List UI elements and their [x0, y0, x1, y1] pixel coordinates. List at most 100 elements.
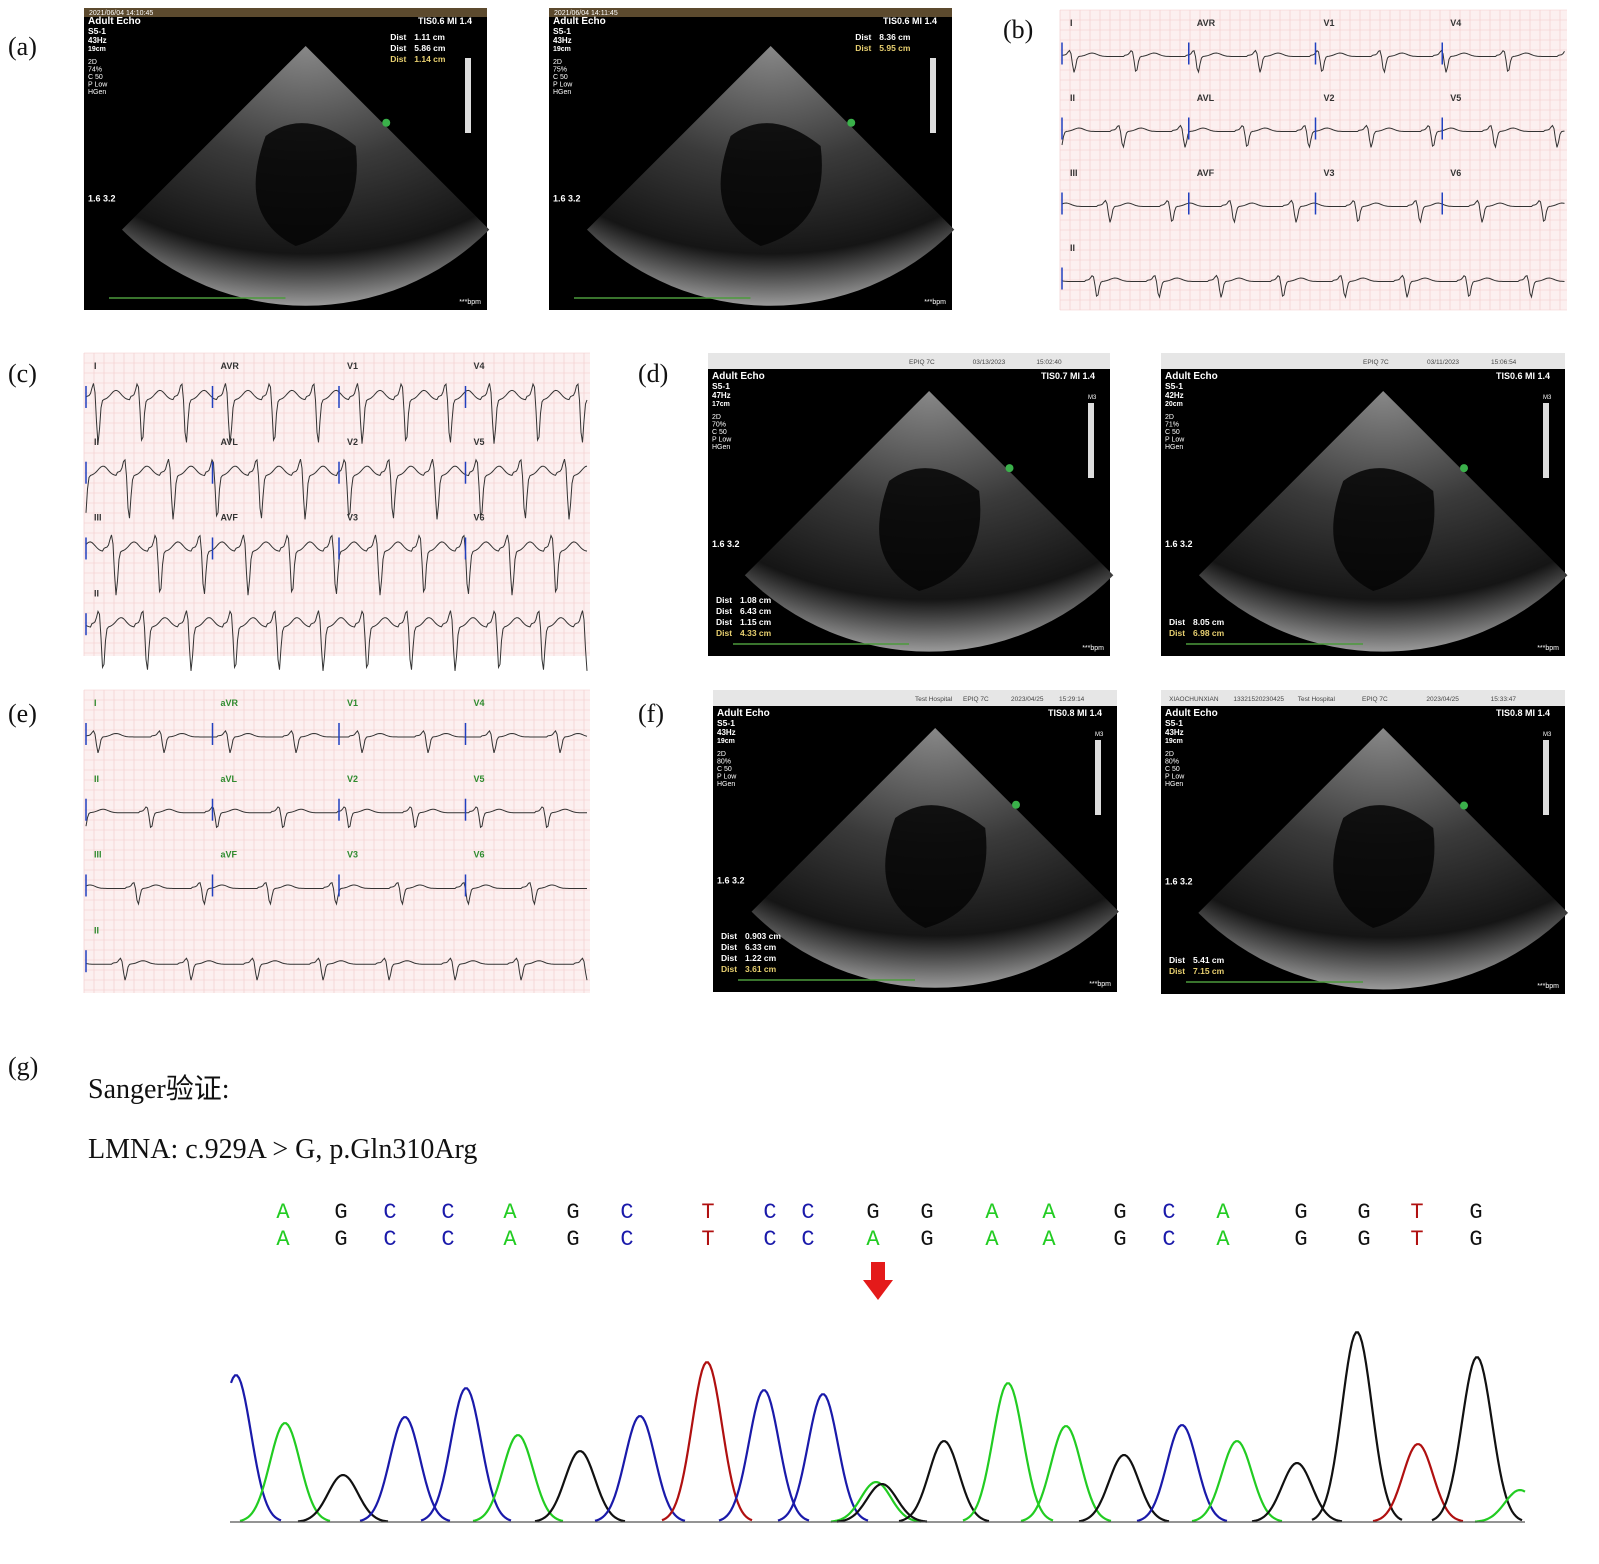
- info-text: 13321520230425: [1233, 696, 1284, 703]
- lead-label: II: [94, 774, 99, 784]
- echo-header: Adult Echo: [712, 371, 765, 382]
- lead-label: AVF: [221, 513, 239, 523]
- variant-arrow: [863, 1262, 893, 1300]
- base-letter: A: [276, 1200, 290, 1225]
- echo-date: 2021/06/04 14:11:45: [554, 10, 618, 17]
- chromatogram-peak: [1474, 1489, 1526, 1523]
- focus-marker: [1460, 801, 1468, 810]
- echo-depth: 20cm: [1165, 401, 1183, 408]
- chromatogram-peak: [472, 1434, 564, 1523]
- echo-setting: HGen: [717, 781, 735, 788]
- lead-label: II: [94, 925, 99, 935]
- echo-setting: 2D: [1165, 414, 1174, 421]
- echo-setting: P Low: [717, 774, 737, 781]
- echo-bpm: ***bpm: [1082, 645, 1104, 652]
- base-letter: G: [334, 1200, 347, 1225]
- echo-cavity: [720, 123, 822, 246]
- lead-label: AVR: [1197, 18, 1216, 28]
- echo-freq: 47Hz: [712, 391, 731, 400]
- echo-cavity: [885, 805, 987, 928]
- measure-label: Dist: [390, 32, 406, 42]
- measure-label: Dist: [721, 931, 737, 941]
- chromatogram-peak: [777, 1393, 869, 1522]
- measure-value: 8.05 cm: [1193, 617, 1225, 627]
- chromatogram-peak: [594, 1415, 686, 1522]
- base-letter: A: [1042, 1227, 1056, 1252]
- chromatogram-peak: [229, 1374, 282, 1522]
- echo-probe: S5-1: [1165, 718, 1183, 728]
- base-letter: T: [1410, 1200, 1423, 1225]
- base-letter: G: [1469, 1200, 1482, 1225]
- echo-setting: P Low: [712, 437, 732, 444]
- measure-value: 5.86 cm: [414, 43, 446, 53]
- base-letter: G: [1294, 1227, 1307, 1252]
- ecg-trace: [85, 957, 588, 981]
- measure-value: 8.36 cm: [879, 32, 911, 42]
- base-letter: G: [566, 1227, 579, 1252]
- base-letter: A: [985, 1227, 999, 1252]
- lead-label: III: [1070, 168, 1078, 178]
- echo-setting: 70%: [712, 422, 726, 429]
- echo-setting: P Low: [553, 82, 573, 89]
- lead-label: I: [94, 698, 97, 708]
- ecg-trace: [85, 729, 588, 754]
- info-text: 03/13/2023: [973, 359, 1006, 366]
- chromatogram-peak: [1191, 1440, 1283, 1523]
- variant-text: LMNA: c.929A > G, p.Gln310Arg: [88, 1134, 477, 1165]
- base-letter: C: [1162, 1200, 1175, 1225]
- echo-setting: P Low: [88, 82, 108, 89]
- lead-label: II: [1070, 93, 1075, 103]
- lead-label: V4: [1450, 18, 1461, 28]
- echo-setting: HGen: [1165, 781, 1183, 788]
- base-letter: C: [383, 1227, 396, 1252]
- base-letter: G: [920, 1227, 933, 1252]
- echo-freq: 43Hz: [1165, 728, 1184, 737]
- echo-marker: M3: [1543, 395, 1552, 401]
- base-letter: G: [920, 1200, 933, 1225]
- base-letter: A: [276, 1227, 290, 1252]
- echo-depth: 19cm: [553, 46, 571, 53]
- info-strip: [549, 8, 952, 17]
- chromatogram-peak: [836, 1483, 928, 1523]
- echo-tis: TIS0.8 MI 1.4: [1496, 708, 1550, 718]
- panel-label: (e): [8, 699, 37, 728]
- echo-depth: 19cm: [717, 738, 735, 745]
- measure-value: 0.903 cm: [745, 931, 781, 941]
- base-letter: C: [801, 1227, 814, 1252]
- measure-label: Dist: [721, 964, 737, 974]
- lead-label: I: [1070, 18, 1073, 28]
- echo-header: Adult Echo: [1165, 371, 1218, 382]
- info-text: XIAOCHUNXIAN: [1169, 696, 1219, 703]
- echo-header: Adult Echo: [88, 16, 141, 27]
- base-letter: T: [701, 1227, 714, 1252]
- info-strip: [713, 690, 1117, 706]
- measure-label: Dist: [1169, 955, 1185, 965]
- panel-label: (b): [1003, 15, 1033, 44]
- base-letter: C: [763, 1200, 776, 1225]
- info-text: Test Hospital: [1298, 696, 1336, 703]
- measure-label: Dist: [1169, 628, 1185, 638]
- info-strip: [1161, 690, 1565, 706]
- measure-value: 1.11 cm: [414, 32, 445, 42]
- ecg-paper: [84, 690, 590, 993]
- base-letter: C: [383, 1200, 396, 1225]
- base-letter: C: [441, 1227, 454, 1252]
- chromatogram-peak: [239, 1422, 331, 1522]
- grayscale-bar: [930, 58, 936, 133]
- grayscale-bar: [465, 58, 471, 133]
- echo-setting: HGen: [88, 89, 106, 96]
- lead-label: aVL: [221, 774, 238, 784]
- measure-value: 3.61 cm: [745, 964, 777, 974]
- lead-label: V1: [1324, 18, 1335, 28]
- measure-value: 1.22 cm: [745, 953, 777, 963]
- echo-setting: HGen: [553, 89, 571, 96]
- echo-bpm: ***bpm: [459, 299, 481, 306]
- echo-header: Adult Echo: [553, 16, 606, 27]
- measure-label: Dist: [1169, 617, 1185, 627]
- lead-label: V5: [474, 774, 485, 784]
- echo-header: Adult Echo: [717, 708, 770, 719]
- base-letter: A: [503, 1200, 517, 1225]
- echo-setting: HGen: [1165, 444, 1183, 451]
- measure-value: 5.95 cm: [879, 43, 911, 53]
